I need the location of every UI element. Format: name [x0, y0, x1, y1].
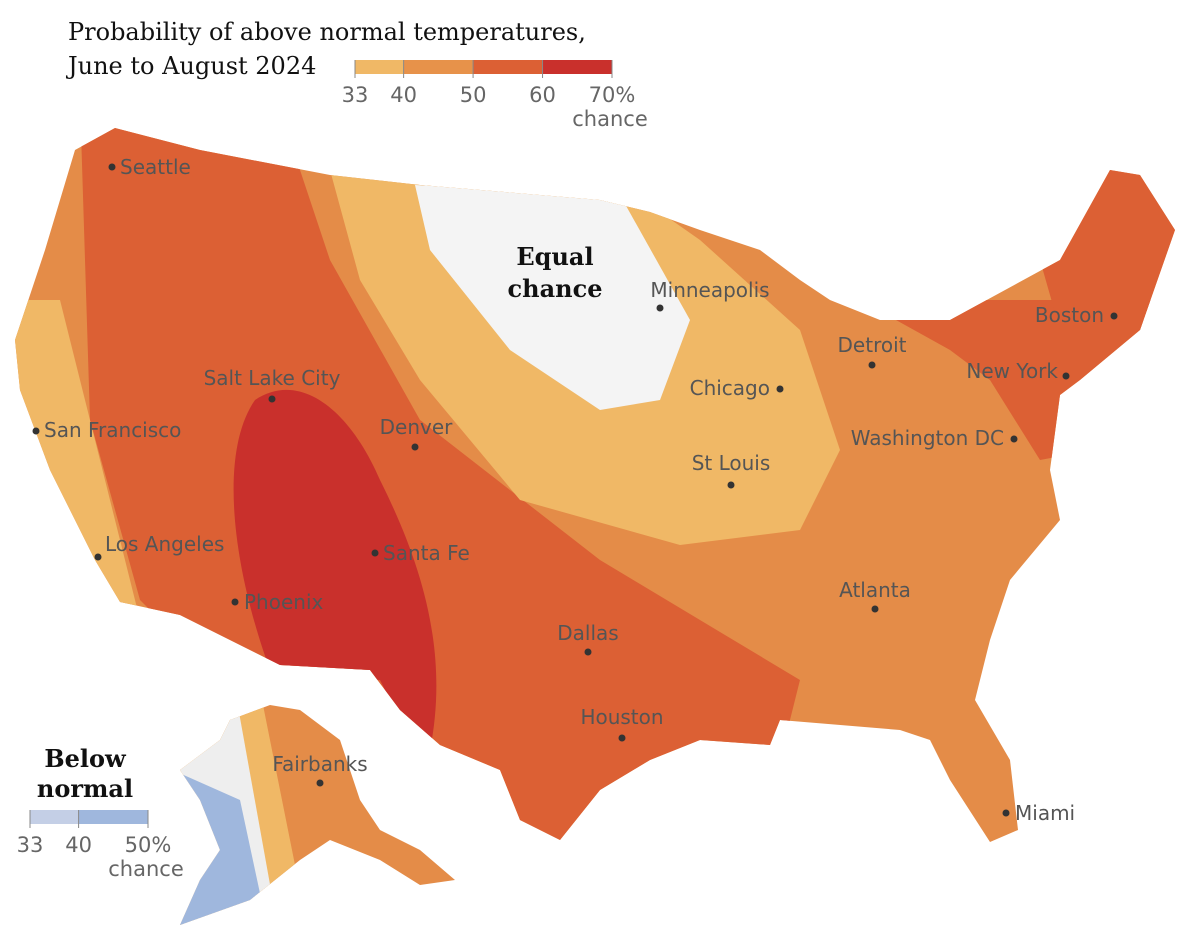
legend-swatch — [30, 810, 79, 824]
city-dot — [618, 734, 626, 742]
city-label: Los Angeles — [105, 532, 224, 556]
below-title: Below — [44, 744, 127, 773]
city-dot — [868, 361, 876, 369]
city-label: Fairbanks — [272, 752, 367, 776]
legend-tick-label: 60 — [529, 83, 556, 107]
city-dot — [231, 598, 239, 606]
city-dot — [871, 605, 879, 613]
city-dot — [1110, 312, 1118, 320]
legend-swatch — [355, 60, 404, 74]
city-label: Atlanta — [839, 578, 911, 602]
city-dot — [584, 648, 592, 656]
city-dot — [656, 304, 664, 312]
city-dot — [108, 163, 116, 171]
city-label: Santa Fe — [383, 541, 470, 565]
city-label: Miami — [1015, 801, 1075, 825]
city-dot — [1002, 809, 1010, 817]
city-label: Dallas — [557, 621, 618, 645]
legend-tick-label: 33 — [17, 833, 44, 857]
legend-swatch — [78, 810, 148, 824]
legend-tick-label: 40 — [65, 833, 92, 857]
legend-tick-label: 70% — [589, 83, 636, 107]
city-dot — [371, 549, 379, 557]
legend-tick-label: 50% — [125, 833, 172, 857]
equal-chance-label: chance — [508, 274, 603, 303]
city-label: Seattle — [120, 155, 191, 179]
city-dot — [94, 553, 102, 561]
city-label: Minneapolis — [650, 278, 769, 302]
city-label: Denver — [380, 415, 454, 439]
city-dot — [1062, 372, 1070, 380]
title: Probability of above normal temperatures… — [68, 18, 586, 46]
city-label: Washington DC — [851, 426, 1004, 450]
legend-tick-label: 40 — [390, 83, 417, 107]
below-title: normal — [37, 774, 133, 803]
legend-tick-label: 50 — [460, 83, 487, 107]
us-map — [15, 128, 1175, 842]
city-label: San Francisco — [44, 418, 181, 442]
city-label: Houston — [580, 705, 663, 729]
legend-unit: chance — [572, 107, 648, 131]
equal-chance-label: Equal — [516, 242, 593, 271]
city-label: New York — [966, 359, 1058, 383]
city-label: Salt Lake City — [204, 366, 341, 390]
title: June to August 2024 — [65, 52, 316, 80]
city-label: Chicago — [690, 376, 770, 400]
legend-unit: chance — [108, 857, 184, 881]
city-dot — [32, 427, 40, 435]
city-label: Boston — [1035, 303, 1104, 327]
city-dot — [1010, 435, 1018, 443]
city-dot — [316, 779, 324, 787]
city-dot — [776, 385, 784, 393]
city-label: St Louis — [692, 451, 771, 475]
city-label: Phoenix — [244, 590, 324, 614]
city-dot — [268, 395, 276, 403]
city-dot — [411, 443, 419, 451]
legend-tick-label: 33 — [342, 83, 369, 107]
legend-swatch — [403, 60, 474, 74]
city-label: Detroit — [838, 333, 907, 357]
legend-swatch — [542, 60, 612, 74]
city-dot — [727, 481, 735, 489]
legend-swatch — [473, 60, 543, 74]
